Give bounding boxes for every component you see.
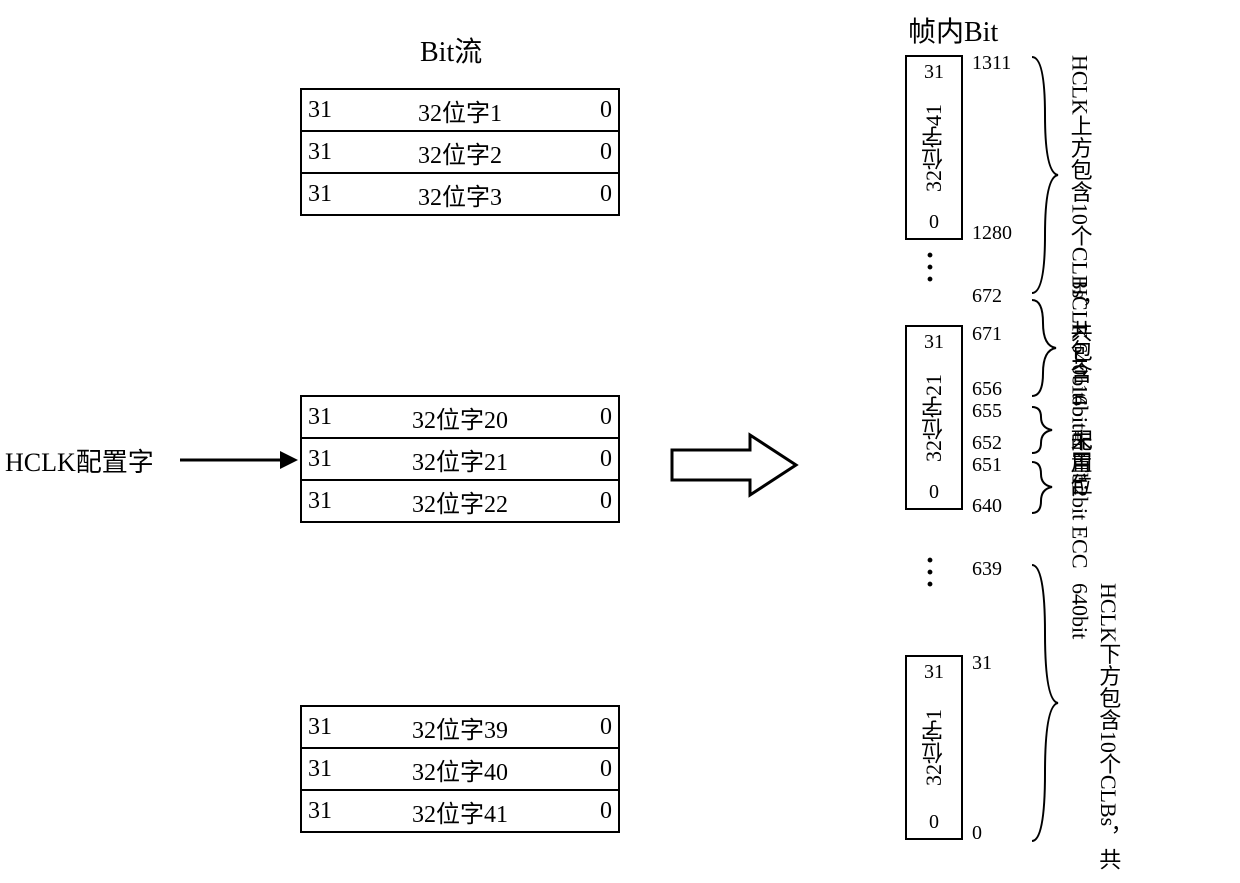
- table-row: 31 32位字1 0: [302, 90, 618, 132]
- cell-right: 0: [568, 488, 618, 515]
- vbox-top: 31: [924, 331, 944, 354]
- table-row: 31 32位字3 0: [302, 174, 618, 216]
- vbox-bottom: 0: [929, 811, 939, 834]
- cell-left: 31: [302, 404, 352, 431]
- vdots-icon: ···: [925, 250, 935, 286]
- brace-icon: [1030, 405, 1060, 455]
- cell-left: 31: [302, 714, 352, 741]
- table-row: 31 32位字22 0: [302, 481, 618, 523]
- vbox-1: 31 32位字41 0: [905, 55, 963, 240]
- cell-mid: 32位字3: [352, 177, 568, 212]
- num-652: 652: [972, 432, 1002, 455]
- hclk-arrow-icon: [180, 445, 300, 475]
- num-1311: 1311: [972, 52, 1011, 75]
- cell-right: 0: [568, 714, 618, 741]
- cell-right: 0: [568, 798, 618, 825]
- vbox-2: 31 32位字21 0: [905, 325, 963, 510]
- cell-left: 31: [302, 756, 352, 783]
- vbox-bottom: 0: [929, 211, 939, 234]
- cell-mid: 32位字22: [352, 484, 568, 519]
- cell-mid: 32位字39: [352, 710, 568, 745]
- diagram-container: Bit流 HCLK配置字 31 32位字1 0 31 32位字2 0 31 32…: [0, 0, 1240, 883]
- cell-left: 31: [302, 181, 352, 208]
- cell-mid: 32位字41: [352, 794, 568, 829]
- cell-mid: 32位字20: [352, 400, 568, 435]
- num-655: 655: [972, 400, 1002, 423]
- vbox-mid: 32位字21: [918, 374, 950, 462]
- big-arrow-icon: [670, 430, 800, 500]
- num-672: 672: [972, 285, 1002, 308]
- vbox-top: 31: [924, 61, 944, 84]
- cell-right: 0: [568, 404, 618, 431]
- cell-left: 31: [302, 798, 352, 825]
- table-row: 31 32位字39 0: [302, 707, 618, 749]
- cell-left: 31: [302, 446, 352, 473]
- table-block-2: 31 32位字20 0 31 32位字21 0 31 32位字22 0: [300, 395, 620, 523]
- cell-right: 0: [568, 181, 618, 208]
- lower-clb-label: HCLK下方包含10个CLBs，共640bit: [1065, 583, 1122, 883]
- cell-mid: 32位字2: [352, 135, 568, 170]
- table-row: 31 32位字21 0: [302, 439, 618, 481]
- num-651: 651: [972, 454, 1002, 477]
- cell-right: 0: [568, 97, 618, 124]
- table-row: 31 32位字41 0: [302, 791, 618, 833]
- brace-icon: [1030, 298, 1060, 398]
- cell-left: 31: [302, 97, 352, 124]
- brace-icon: [1030, 55, 1060, 295]
- table-block-3: 31 32位字39 0 31 32位字40 0 31 32位字41 0: [300, 705, 620, 833]
- num-671: 671: [972, 323, 1002, 346]
- num-1280: 1280: [972, 222, 1012, 245]
- cell-right: 0: [568, 756, 618, 783]
- num-640: 640: [972, 495, 1002, 518]
- cell-left: 31: [302, 139, 352, 166]
- table-row: 31 32位字2 0: [302, 132, 618, 174]
- vdots-icon: ···: [925, 555, 935, 591]
- table-row: 31 32位字20 0: [302, 397, 618, 439]
- vbox-bottom: 0: [929, 481, 939, 504]
- bit-stream-title: Bit流: [420, 30, 482, 70]
- num-31: 31: [972, 652, 992, 675]
- cell-right: 0: [568, 446, 618, 473]
- cell-mid: 32位字40: [352, 752, 568, 787]
- cell-right: 0: [568, 139, 618, 166]
- frame-bit-title: 帧内Bit: [908, 10, 998, 50]
- 12bit-ecc-label: 12bit ECC: [1065, 475, 1094, 569]
- num-0: 0: [972, 822, 982, 845]
- vbox-mid: 32位字41: [918, 104, 950, 192]
- table-block-1: 31 32位字1 0 31 32位字2 0 31 32位字3 0: [300, 88, 620, 216]
- num-656: 656: [972, 378, 1002, 401]
- brace-icon: [1030, 460, 1060, 515]
- vbox-3: 31 32位字1 0: [905, 655, 963, 840]
- cell-mid: 32位字21: [352, 442, 568, 477]
- num-639: 639: [972, 558, 1002, 581]
- table-row: 31 32位字40 0: [302, 749, 618, 791]
- cell-mid: 32位字1: [352, 93, 568, 128]
- cell-left: 31: [302, 488, 352, 515]
- vbox-top: 31: [924, 661, 944, 684]
- vbox-mid: 32位字1: [918, 709, 950, 786]
- hclk-config-label: HCLK配置字: [5, 442, 154, 479]
- brace-icon: [1030, 563, 1060, 843]
